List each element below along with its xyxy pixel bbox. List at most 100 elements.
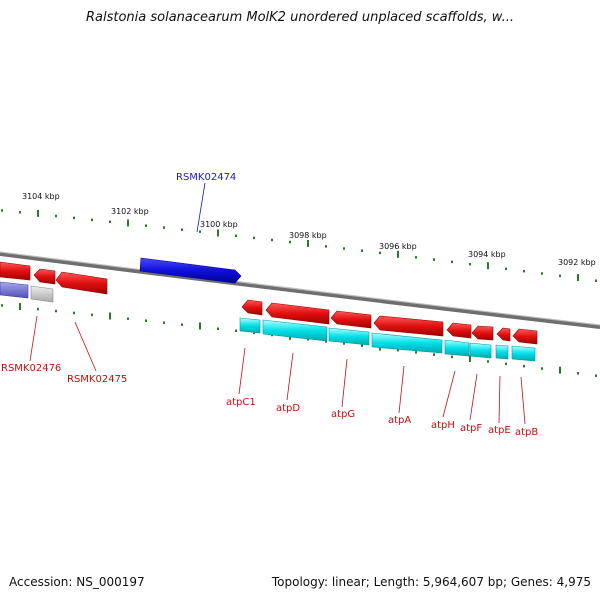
gene-label-atpa[interactable]: atpA: [388, 415, 411, 426]
rna-box-atpe[interactable]: [495, 344, 509, 360]
minor-tick: [451, 260, 453, 264]
minor-tick: [253, 236, 255, 240]
gene-label-rsmk02475[interactable]: RSMK02475: [67, 374, 127, 385]
rna-box-atpd[interactable]: [262, 319, 328, 342]
gene-arrow-atpf[interactable]: [471, 325, 494, 341]
gene-label-atpd[interactable]: atpD: [276, 403, 300, 414]
minor-tick: [541, 272, 543, 275]
minor-tick: [433, 353, 435, 356]
minor-tick: [235, 234, 237, 238]
gene-label-atph[interactable]: atpH: [431, 420, 455, 431]
gene-arrow-atpd[interactable]: [265, 302, 330, 325]
minor-tick: [37, 307, 39, 311]
gene-arrow-rsmk02475[interactable]: [55, 271, 108, 295]
gene-arrow-rsmk02474[interactable]: [139, 257, 242, 284]
minor-tick: [271, 238, 273, 242]
leader-atpa: [398, 365, 405, 414]
gene-label-atpc1[interactable]: atpC1: [226, 397, 256, 408]
minor-tick: [1, 209, 3, 212]
major-tick: [19, 303, 21, 311]
gene-label-atpe[interactable]: atpE: [488, 425, 511, 436]
gene-arrow-atph[interactable]: [446, 322, 472, 339]
rna-box-atpb[interactable]: [511, 345, 536, 362]
minor-tick: [595, 279, 597, 282]
minor-tick: [163, 226, 165, 229]
minor-tick: [181, 323, 183, 326]
minor-tick: [343, 247, 345, 250]
topology-text: Topology: linear; Length: 5,964,607 bp; …: [271, 575, 591, 589]
rna-box-atpf[interactable]: [469, 342, 492, 359]
gene-arrow-left-edge[interactable]: [0, 261, 31, 281]
minor-tick: [145, 224, 147, 227]
minor-tick: [523, 364, 525, 368]
major-tick: [199, 322, 201, 330]
gene-arrow-atpa[interactable]: [373, 315, 444, 337]
minor-tick: [487, 360, 489, 363]
major-tick: [127, 219, 129, 227]
minor-tick: [433, 258, 435, 261]
minor-tick: [19, 211, 21, 214]
minor-tick: [379, 251, 381, 255]
rna-box-atpa[interactable]: [371, 332, 443, 354]
rna-box-left-edge[interactable]: [0, 281, 29, 299]
minor-tick: [235, 329, 237, 333]
rna-box-atpg[interactable]: [328, 327, 370, 346]
tick-row-upper: [1, 209, 597, 282]
gene-arrow-atpc1[interactable]: [241, 299, 263, 316]
minor-tick: [163, 321, 165, 324]
major-tick: [37, 209, 39, 217]
tick-label: 3100 kbp: [200, 220, 238, 229]
major-tick: [109, 312, 111, 320]
minor-tick: [127, 317, 129, 320]
major-tick: [469, 354, 471, 362]
leader-rsmk02475: [74, 321, 97, 372]
minor-tick: [397, 348, 399, 352]
minor-tick: [541, 367, 543, 370]
leader-atpd: [286, 352, 294, 401]
pseudo-box-rsmk02476[interactable]: [30, 285, 54, 303]
tick-label: 3094 kbp: [468, 250, 506, 259]
leader-rsmk02474: [196, 182, 206, 233]
minor-tick: [577, 372, 579, 375]
minor-tick: [595, 374, 597, 377]
gene-arrow-atpg[interactable]: [330, 310, 372, 329]
minor-tick: [559, 274, 561, 278]
rna-box-atpc1[interactable]: [239, 317, 261, 334]
minor-tick: [1, 304, 3, 307]
gene-label-atpb[interactable]: atpB: [515, 427, 538, 438]
leader-atph: [442, 370, 456, 418]
leader-rsmk02476: [29, 315, 38, 362]
gene-label-rsmk02476[interactable]: RSMK02476: [1, 363, 61, 374]
gene-label-atpf[interactable]: atpF: [460, 423, 482, 434]
leader-atpe: [498, 375, 501, 424]
major-tick: [577, 274, 579, 282]
major-tick: [307, 239, 309, 247]
rna-box-atph[interactable]: [444, 339, 470, 357]
gene-label-rsmk02474[interactable]: RSMK02474: [176, 172, 236, 183]
major-tick: [397, 250, 399, 258]
leader-atpb: [520, 376, 526, 425]
minor-tick: [253, 331, 255, 335]
minor-tick: [505, 267, 507, 271]
gene-arrow-atpe[interactable]: [496, 327, 511, 342]
minor-tick: [343, 342, 345, 345]
minor-tick: [289, 240, 291, 244]
gene-arrow-atpb[interactable]: [512, 328, 538, 345]
minor-tick: [451, 355, 453, 359]
minor-tick: [469, 262, 471, 266]
minor-tick: [361, 344, 363, 347]
minor-tick: [361, 249, 363, 252]
leader-atpf: [469, 373, 478, 421]
minor-tick: [415, 351, 417, 354]
gene-arrow-rsmk02476[interactable]: [33, 268, 56, 285]
tick-label: 3098 kbp: [289, 231, 327, 240]
tick-row-lower: [1, 303, 597, 377]
chromosome-backbone-highlight: [0, 251, 600, 326]
major-tick: [217, 229, 219, 237]
minor-tick: [91, 313, 93, 317]
chromosome-backbone: [0, 252, 600, 329]
gene-label-atpg[interactable]: atpG: [331, 409, 355, 420]
minor-tick: [181, 228, 183, 231]
minor-tick: [73, 311, 75, 315]
